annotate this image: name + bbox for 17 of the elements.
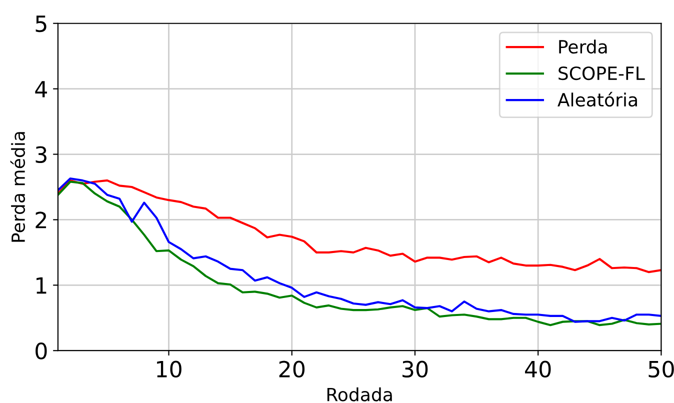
y-tick-label: 5 bbox=[36, 16, 46, 32]
x-tick-label: 30 bbox=[402, 360, 428, 378]
x-tick-label: 40 bbox=[525, 360, 551, 378]
y-tick-label: 3 bbox=[36, 146, 46, 164]
y-tick-label: 1 bbox=[36, 277, 46, 294]
legend-label: Aleatória bbox=[558, 92, 637, 107]
legend-label: SCOPE-FL bbox=[558, 66, 645, 80]
line-series bbox=[58, 179, 662, 274]
x-tick-label: 10 bbox=[157, 360, 182, 378]
y-tick-label: 2 bbox=[36, 212, 46, 228]
y-axis-title: Perda média bbox=[10, 132, 26, 242]
x-tick-label: 20 bbox=[279, 360, 305, 378]
x-axis-title: Rodada bbox=[327, 387, 392, 402]
legend-label: Perda bbox=[559, 40, 607, 54]
x-tick-label: 50 bbox=[648, 360, 674, 378]
y-tick-label: 0 bbox=[36, 342, 47, 360]
y-tick-label: 4 bbox=[35, 81, 47, 98]
